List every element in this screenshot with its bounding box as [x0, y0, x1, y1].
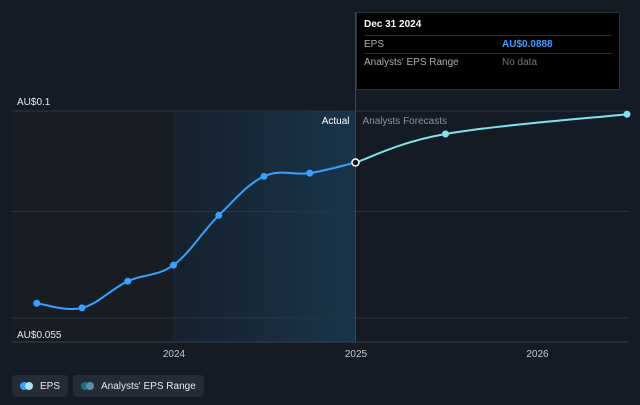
data-point-1-2[interactable] [623, 110, 631, 118]
forecast-label: Analysts Forecasts [363, 116, 447, 127]
tooltip-range-value: No data [502, 57, 538, 68]
tooltip-range-label: Analysts' EPS Range [364, 57, 459, 68]
data-point-0-4[interactable] [215, 211, 223, 219]
data-point-0-7[interactable] [351, 158, 360, 167]
data-point-0-3[interactable] [170, 261, 178, 269]
tooltip-date: Dec 31 2024 [364, 19, 422, 30]
data-point-0-0[interactable] [33, 299, 41, 307]
eps-range-legend-icon [81, 382, 95, 390]
data-point-1-1[interactable] [442, 130, 450, 138]
tooltip-eps-value: AU$0.0888 [502, 39, 553, 50]
series-line-0 [36, 161, 356, 310]
series-line-1 [355, 113, 628, 164]
x-tick-label-2024: 2024 [163, 349, 186, 360]
tooltip-row-range: Analysts' EPS Range No data [364, 53, 612, 71]
tooltip-row-eps: EPS AU$0.0888 [364, 35, 612, 53]
legend-item-eps[interactable]: EPS [12, 375, 69, 397]
x-tick-label-2025: 2025 [345, 349, 368, 360]
tooltip: Dec 31 2024 EPS AU$0.0888 Analysts' EPS … [356, 12, 620, 90]
x-tick-label-2026: 2026 [526, 349, 549, 360]
data-point-0-6[interactable] [306, 169, 314, 177]
actual-region [174, 111, 356, 342]
legend: EPS Analysts' EPS Range [12, 375, 204, 397]
past-region [12, 111, 174, 342]
legend-eps-range-label: Analysts' EPS Range [101, 380, 196, 392]
data-point-0-5[interactable] [260, 172, 268, 180]
data-point-0-1[interactable] [78, 304, 86, 312]
actual-label: Actual [322, 116, 350, 127]
legend-eps-label: EPS [40, 380, 61, 392]
data-point-0-2[interactable] [124, 277, 132, 285]
eps-legend-icon [20, 382, 34, 390]
y-axis-top-label: AU$0.1 [17, 97, 51, 108]
tooltip-eps-label: EPS [364, 39, 385, 50]
y-axis-bottom-label: AU$0.055 [17, 330, 62, 341]
legend-item-eps-range[interactable]: Analysts' EPS Range [73, 375, 204, 397]
